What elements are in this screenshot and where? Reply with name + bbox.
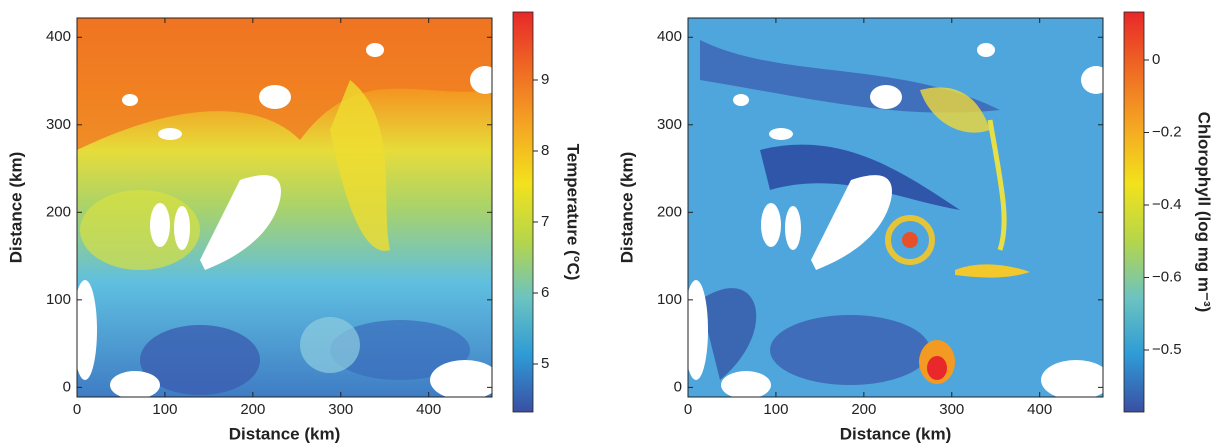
y-tick-label: 100: [657, 291, 682, 308]
x-axis-label: Distance (km): [840, 424, 951, 443]
colorbar-label: Chlorophyll (log mg m⁻³): [1195, 112, 1214, 313]
y-tick-label: 400: [46, 28, 71, 45]
colorbar-tick-label: 6: [541, 284, 549, 301]
x-axis-label: Distance (km): [229, 424, 340, 443]
y-tick-label: 0: [63, 378, 71, 395]
y-tick-label: 300: [657, 116, 682, 133]
colorbar-tick-label: −0.4: [1152, 196, 1182, 213]
chlorophyll-field: [688, 18, 1103, 397]
x-tick-label: 300: [939, 401, 964, 418]
y-tick-label: 300: [46, 116, 71, 133]
x-tick-label: 0: [684, 401, 692, 418]
x-tick-label: 400: [1027, 401, 1052, 418]
y-axis-label: Distance (km): [6, 152, 25, 263]
x-tick-label: 200: [240, 401, 265, 418]
plot-frame: [687, 17, 1104, 398]
y-tick-label: 200: [657, 203, 682, 220]
colorbar-tick-label: −0.5: [1152, 341, 1182, 358]
y-axis-label: Distance (km): [617, 152, 636, 263]
x-tick-label: 0: [73, 401, 81, 418]
colorbar-tick-label: −0.6: [1152, 268, 1182, 285]
x-tick-label: 100: [152, 401, 177, 418]
colorbar-tick-label: 7: [541, 213, 549, 230]
colorbar-tick-label: 8: [541, 142, 549, 159]
y-tick-label: 0: [674, 378, 682, 395]
colorbar-tick-label: 0: [1152, 51, 1160, 68]
x-tick-label: 200: [851, 401, 876, 418]
y-tick-label: 200: [46, 203, 71, 220]
x-tick-label: 300: [328, 401, 353, 418]
colorbar: [1123, 11, 1145, 413]
x-tick-label: 100: [763, 401, 788, 418]
x-tick-label: 400: [416, 401, 441, 418]
colorbar-label: Temperature (°C): [564, 144, 583, 281]
plot-frame: [76, 17, 493, 398]
colorbar-tick-label: 9: [541, 71, 549, 88]
y-tick-label: 400: [657, 28, 682, 45]
colorbar-tick-label: 5: [541, 355, 549, 372]
colorbar-tick-label: −0.2: [1152, 123, 1182, 140]
colorbar: [512, 11, 534, 413]
temperature-field: [77, 18, 492, 397]
y-tick-label: 100: [46, 291, 71, 308]
